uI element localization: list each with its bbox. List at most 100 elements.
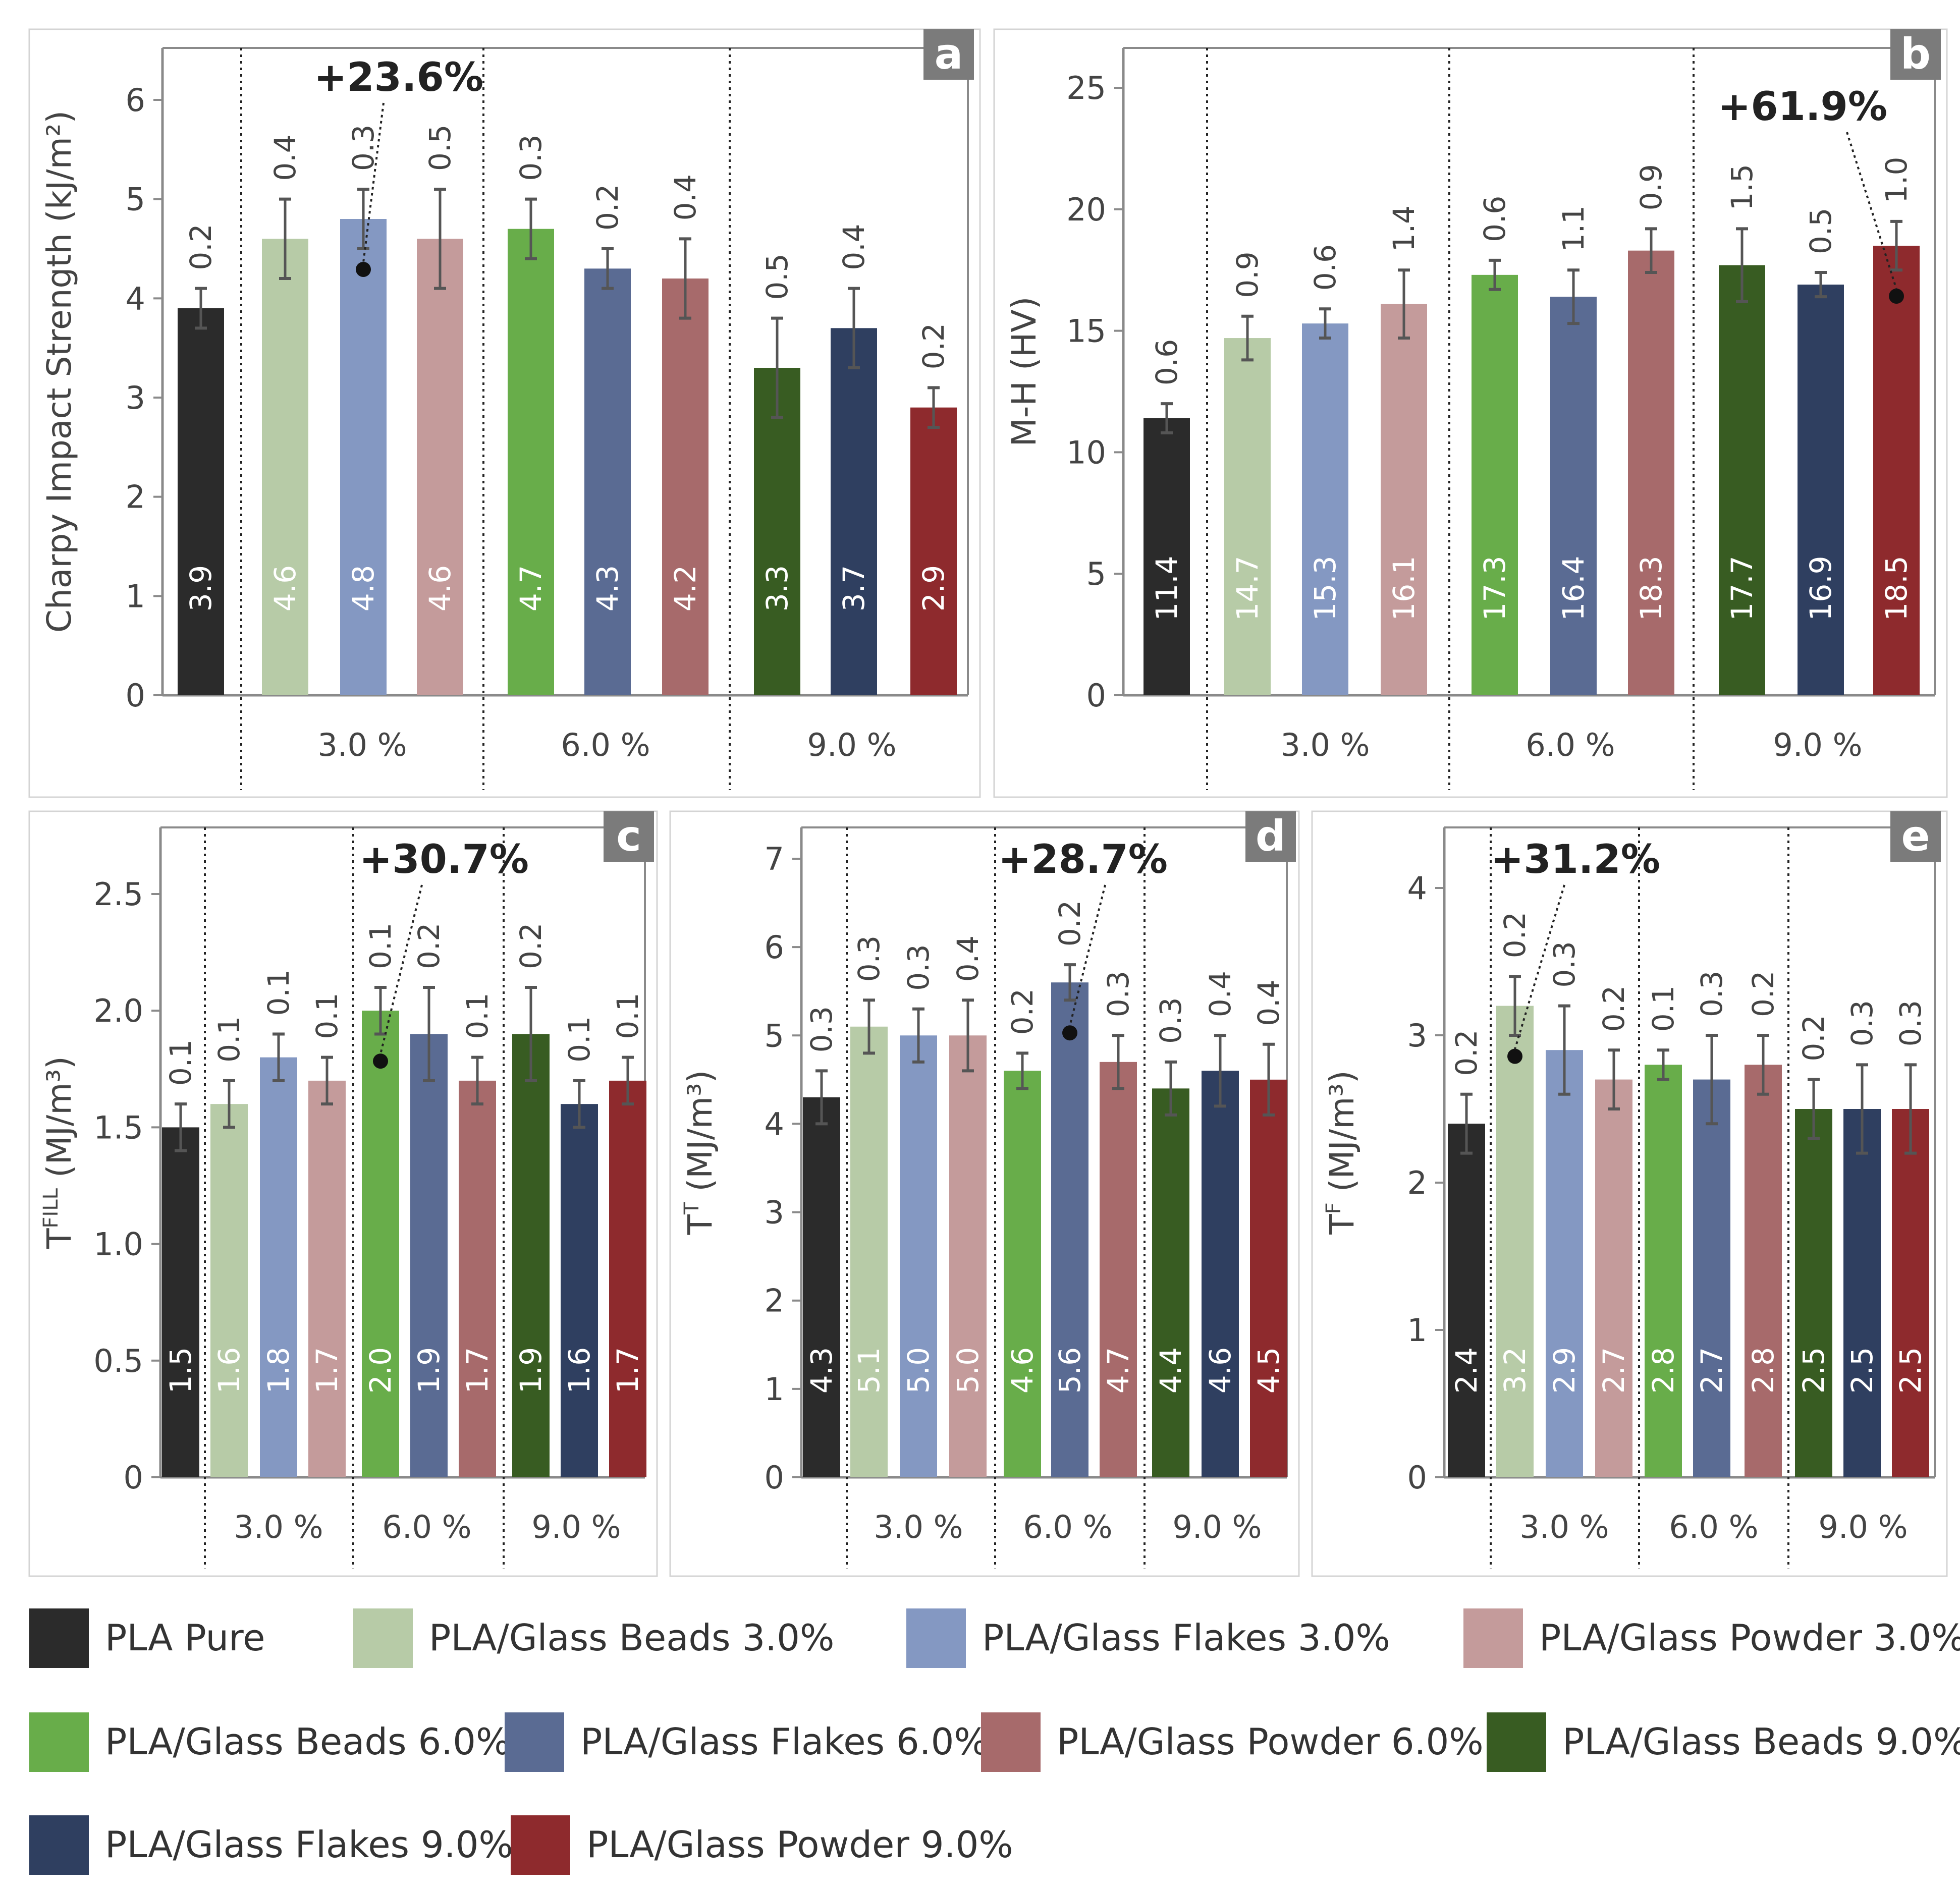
y-tick-label: 6 [126, 82, 145, 119]
bar [362, 1011, 399, 1477]
bar [1798, 285, 1844, 695]
value-label: 2.4 [1449, 1347, 1484, 1394]
error-label: 0.1 [212, 1016, 246, 1063]
error-label: 0.2 [916, 323, 951, 369]
annotation-dot [1507, 1048, 1522, 1064]
error-label: 0.2 [1498, 912, 1532, 958]
value-label: 4.3 [804, 1347, 839, 1394]
error-label: 0.1 [164, 1039, 198, 1086]
y-tick-label: 1.0 [93, 1226, 143, 1263]
value-label: 1.8 [261, 1347, 296, 1394]
value-label: 2.5 [1845, 1347, 1879, 1394]
panel-letter-box [1890, 29, 1941, 80]
y-tick-label: 5 [1086, 555, 1106, 592]
group-label: 9.0 % [1818, 1509, 1908, 1545]
value-label: 14.7 [1230, 555, 1265, 621]
y-axis-label-unit: (MJ/m³) [1323, 1070, 1362, 1202]
bar [561, 1104, 598, 1477]
y-tick-label: 4 [765, 1105, 784, 1142]
group-label: 3.0 % [1519, 1509, 1609, 1545]
y-tick-label: 0 [765, 1459, 784, 1496]
panel-letter-box [1245, 811, 1296, 862]
y-axis-label: Charpy Impact Strength (kJ/m²) [40, 110, 79, 633]
y-tick-label: 10 [1066, 434, 1106, 471]
error-label: 1.1 [1556, 205, 1591, 252]
y-tick-label: 0.5 [93, 1343, 143, 1379]
bar [308, 1080, 346, 1477]
y-axis-label-unit: (MJ/m³) [40, 1056, 79, 1188]
bar [1202, 1071, 1239, 1477]
error-label: 1.0 [1879, 157, 1914, 203]
y-axis-label-superscript: F [1322, 1202, 1345, 1214]
y-axis-label-unit: (MJ/m³) [681, 1070, 720, 1202]
bar [1595, 1079, 1632, 1477]
panel-letter: e [1901, 811, 1930, 861]
value-label: 2.8 [1646, 1347, 1680, 1394]
y-tick-label: 2 [126, 479, 145, 516]
value-label: 4.6 [423, 565, 457, 611]
y-tick-label: 0 [126, 677, 145, 714]
value-label: 2.7 [1695, 1347, 1729, 1394]
value-label: 3.7 [837, 565, 871, 611]
error-label: 0.3 [1845, 1000, 1879, 1046]
error-label: 0.6 [1308, 244, 1342, 291]
y-tick-label: 6 [765, 929, 784, 966]
annotation-label: +28.7% [998, 837, 1168, 882]
error-label: 0.1 [460, 992, 495, 1039]
group-label: 6.0 % [561, 727, 650, 763]
value-label: 2.9 [1547, 1347, 1582, 1394]
value-label: 17.7 [1725, 555, 1759, 621]
bar [584, 268, 631, 695]
error-label: 0.2 [1597, 985, 1631, 1032]
error-label: 0.1 [363, 923, 398, 969]
bar [162, 1127, 199, 1477]
error-label: 0.9 [1230, 251, 1265, 298]
y-tick-label: 2 [1407, 1164, 1427, 1201]
value-label: 4.5 [1251, 1347, 1286, 1394]
error-label: 0.4 [268, 134, 302, 181]
bar [1472, 274, 1518, 695]
value-label: 4.2 [668, 565, 702, 611]
error-label: 0.5 [760, 253, 794, 300]
error-label: 0.3 [1547, 941, 1582, 987]
bar [831, 328, 877, 695]
group-label: 3.0 % [234, 1509, 323, 1545]
y-tick-label: 25 [1066, 70, 1106, 106]
y-tick-label: 0 [1086, 677, 1106, 714]
error-label: 0.9 [1634, 164, 1668, 210]
bar [1152, 1088, 1189, 1477]
bar [508, 229, 554, 696]
value-label: 5.6 [1053, 1347, 1087, 1394]
y-tick-label: 4 [126, 280, 145, 317]
y-tick-label: 20 [1066, 191, 1106, 228]
value-label: 1.5 [164, 1347, 198, 1394]
value-label: 4.7 [514, 565, 548, 611]
y-tick-label: 5 [765, 1017, 784, 1054]
bar [1745, 1065, 1782, 1477]
bar [1051, 982, 1088, 1477]
group-label: 6.0 % [1526, 727, 1615, 763]
bar [260, 1057, 297, 1477]
group-label: 3.0 % [874, 1509, 963, 1545]
y-tick-label: 1 [126, 578, 145, 615]
value-label: 15.3 [1308, 555, 1342, 621]
value-label: 2.0 [363, 1347, 398, 1394]
group-label: 3.0 % [317, 727, 407, 763]
bar [850, 1026, 888, 1477]
value-label: 4.4 [1154, 1347, 1188, 1394]
error-label: 0.2 [1449, 1030, 1484, 1076]
error-label: 0.4 [1251, 980, 1286, 1026]
group-label: 9.0 % [1172, 1509, 1262, 1545]
error-label: 0.3 [852, 935, 886, 982]
value-label: 3.2 [1498, 1347, 1532, 1394]
bar [1550, 297, 1597, 695]
panel-c: 0 0.5 1.0 1.5 2.0 2.5 TFILL (MJ/m³) 3.0 % 6.0 % 9… [28, 810, 658, 1577]
value-label: 1.7 [611, 1347, 645, 1394]
error-label: 0.3 [804, 1006, 839, 1052]
error-label: 0.4 [668, 174, 702, 220]
value-label: 1.7 [310, 1347, 344, 1394]
y-tick-label: 3 [126, 379, 145, 416]
bar [340, 219, 387, 695]
panel-letter-box [923, 29, 974, 80]
bar [1250, 1079, 1287, 1477]
